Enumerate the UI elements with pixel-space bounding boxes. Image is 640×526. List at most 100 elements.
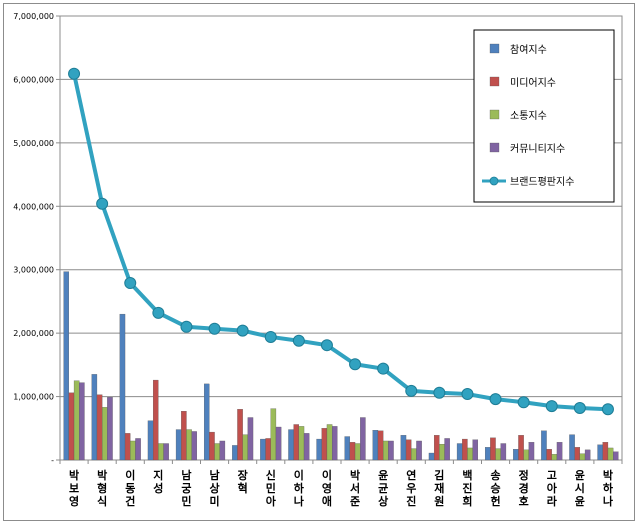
bar <box>63 271 70 461</box>
bar <box>96 394 103 461</box>
y-tick-label: 6,000,000 <box>13 75 54 84</box>
legend-swatch <box>489 76 500 87</box>
bar <box>569 434 575 461</box>
line-point <box>152 306 165 319</box>
line-point <box>545 400 558 413</box>
bar <box>175 429 182 461</box>
y-tick-label: 2,000,000 <box>13 329 54 338</box>
bar <box>73 380 80 461</box>
axis-layer <box>56 15 623 464</box>
bar <box>400 435 407 461</box>
bar <box>214 443 220 461</box>
bar <box>528 442 535 461</box>
legend-entry: 브랜드평판지수 <box>510 176 574 188</box>
bar <box>316 438 322 461</box>
legend-swatch-marker <box>489 176 499 186</box>
line-point <box>461 388 474 401</box>
bar <box>79 382 85 461</box>
bar <box>130 440 136 461</box>
legend-entry: 참여지수 <box>510 44 547 56</box>
legend-entry: 미디어지수 <box>510 77 556 89</box>
bar <box>613 451 619 461</box>
line-point <box>124 277 137 290</box>
bar <box>433 435 440 461</box>
bar <box>265 438 271 461</box>
bar <box>551 454 558 461</box>
bar <box>541 430 547 461</box>
bar <box>247 417 254 461</box>
bar <box>428 452 435 461</box>
y-tick-label: 7,000,000 <box>13 12 54 21</box>
bar <box>372 430 379 461</box>
bar <box>349 442 356 461</box>
line-point <box>68 67 81 80</box>
bar <box>500 443 507 461</box>
bar <box>303 433 310 461</box>
line-point <box>377 362 390 375</box>
label-layer: - 1,000,000 2,000,000 3,000,000 4,000,000 5,0… <box>13 12 614 508</box>
line-point <box>573 401 586 414</box>
bar <box>135 438 141 461</box>
bar <box>237 409 243 461</box>
y-tick-label: - <box>51 456 54 465</box>
bar <box>107 397 113 461</box>
bar <box>439 443 445 461</box>
bar <box>360 417 366 461</box>
bar <box>444 438 450 461</box>
bar <box>270 408 277 461</box>
bar <box>242 434 248 461</box>
bar-layer <box>63 271 619 461</box>
line-point <box>264 330 277 343</box>
bar <box>181 411 187 461</box>
legend-swatch <box>489 109 500 120</box>
bar <box>163 443 169 461</box>
line-point <box>601 403 614 416</box>
line-point <box>405 384 418 397</box>
bar <box>456 443 463 461</box>
bar <box>186 429 192 461</box>
bar <box>462 438 468 461</box>
bar <box>91 374 98 461</box>
bar <box>288 429 294 461</box>
bar <box>102 407 108 461</box>
y-tick-label: 4,000,000 <box>13 202 54 211</box>
bar <box>472 439 478 461</box>
bar <box>377 430 384 461</box>
legend-entry: 소통지수 <box>510 110 547 122</box>
bar <box>124 433 131 461</box>
line-point <box>433 386 446 399</box>
line-point <box>96 197 109 210</box>
bar <box>513 449 519 461</box>
bar <box>232 445 238 461</box>
bar <box>209 431 215 461</box>
bar <box>416 440 422 461</box>
bar <box>411 448 417 461</box>
line-point <box>292 334 305 347</box>
y-tick-label: 3,000,000 <box>13 266 54 275</box>
bar <box>607 447 614 461</box>
bar <box>354 443 361 461</box>
legend-swatch <box>489 43 500 54</box>
bar <box>321 428 328 461</box>
line-point <box>489 393 502 406</box>
bar <box>326 424 333 461</box>
